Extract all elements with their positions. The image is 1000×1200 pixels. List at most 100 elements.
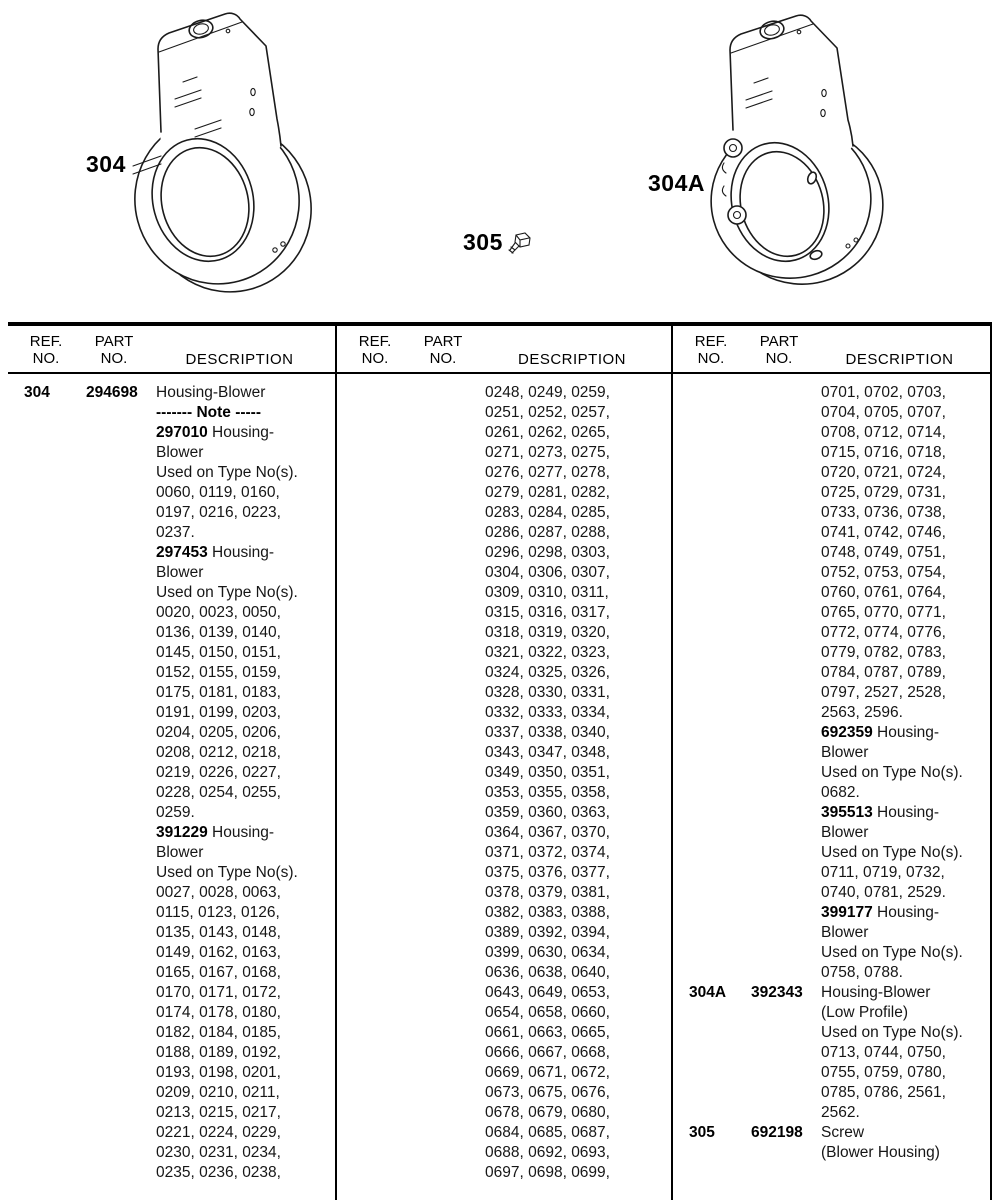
part-line: 0286, 0287, 0288,	[337, 523, 671, 543]
description-text: 0197, 0216, 0223,	[156, 504, 281, 521]
part-no-value	[751, 443, 821, 463]
part-no-header: PART NO.	[94, 333, 134, 367]
description-text: 0654, 0658, 0660,	[485, 1004, 610, 1021]
header-divider	[8, 372, 992, 374]
part-no-value	[415, 763, 485, 783]
part-no-value	[86, 1163, 156, 1183]
ref-no-value	[337, 523, 415, 543]
part-no-value	[86, 483, 156, 503]
part-line: 0389, 0392, 0394,	[337, 923, 671, 943]
part-no-value	[415, 523, 485, 543]
ref-no-value	[337, 843, 415, 863]
description-header: DESCRIPTION	[845, 351, 954, 368]
ref-no-value	[8, 643, 86, 663]
ref-no-value	[8, 783, 86, 803]
part-no-value	[751, 1003, 821, 1023]
description-text: (Low Profile)	[821, 1004, 908, 1021]
part-line: 0797, 2527, 2528,	[673, 683, 990, 703]
description-text: 0364, 0367, 0370,	[485, 824, 610, 841]
ref-no-value	[8, 1083, 86, 1103]
part-no-value	[86, 843, 156, 863]
ref-no-value	[673, 483, 751, 503]
ref-no-value	[673, 543, 751, 563]
part-line: 395513 Housing-	[673, 803, 990, 823]
ref-no-value	[337, 683, 415, 703]
ref-no-value	[337, 863, 415, 883]
part-line: 0251, 0252, 0257,	[337, 403, 671, 423]
description-text: Used on Type No(s).	[156, 584, 298, 601]
part-line: (Blower Housing)	[673, 1143, 990, 1163]
part-no-value	[751, 423, 821, 443]
part-no-value	[86, 1043, 156, 1063]
part-no-value: 392343	[751, 984, 803, 1001]
part-no-value	[415, 843, 485, 863]
part-line: 0741, 0742, 0746,	[673, 523, 990, 543]
part-no-value	[415, 783, 485, 803]
part-line: 0271, 0273, 0275,	[337, 443, 671, 463]
part-no-value	[415, 743, 485, 763]
ref-no-value	[337, 1143, 415, 1163]
part-no-value	[86, 403, 156, 423]
part-line: 2562.	[673, 1103, 990, 1123]
part-line: 0332, 0333, 0334,	[337, 703, 671, 723]
part-no-value	[751, 723, 821, 743]
part-line: 0208, 0212, 0218,	[8, 743, 335, 763]
part-line: 0027, 0028, 0063,	[8, 883, 335, 903]
part-line: 0740, 0781, 2529.	[673, 883, 990, 903]
description-text: 0020, 0023, 0050,	[156, 604, 281, 621]
part-no-value	[751, 1043, 821, 1063]
description-text: 0684, 0685, 0687,	[485, 1124, 610, 1141]
ref-no-value	[673, 523, 751, 543]
ref-no-value	[337, 1123, 415, 1143]
blower-housing-304a-figure	[710, 14, 884, 285]
description-text: 0708, 0712, 0714,	[821, 424, 946, 441]
part-line: 0261, 0262, 0265,	[337, 423, 671, 443]
part-line: 0661, 0663, 0665,	[337, 1023, 671, 1043]
part-line: Used on Type No(s).	[8, 463, 335, 483]
description-text: 399177 Housing-	[821, 904, 940, 921]
part-no-value	[751, 1103, 821, 1123]
description-text: 0296, 0298, 0303,	[485, 544, 610, 561]
ref-no-value	[673, 783, 751, 803]
part-line: ------- Note -----	[8, 403, 335, 423]
ref-no-value	[8, 803, 86, 823]
description-text: 297453 Housing-	[156, 544, 275, 561]
part-no-value	[86, 983, 156, 1003]
part-line: Used on Type No(s).	[673, 843, 990, 863]
part-line: Used on Type No(s).	[8, 583, 335, 603]
part-line: Used on Type No(s).	[673, 943, 990, 963]
ref-no-value	[8, 943, 86, 963]
description-text: Used on Type No(s).	[821, 764, 963, 781]
part-no-value	[86, 1083, 156, 1103]
part-no-value	[751, 923, 821, 943]
ref-no-value	[8, 903, 86, 923]
part-no-value	[415, 543, 485, 563]
part-no-value	[86, 623, 156, 643]
description-text: 0221, 0224, 0229,	[156, 1124, 281, 1141]
ref-no-value	[673, 1043, 751, 1063]
part-line: 0678, 0679, 0680,	[337, 1103, 671, 1123]
ref-no-value	[8, 743, 86, 763]
description-text: 395513 Housing-	[821, 804, 940, 821]
part-no-value	[415, 1103, 485, 1123]
description-text: 0136, 0139, 0140,	[156, 624, 281, 641]
description-text: 297010 Housing-	[156, 424, 275, 441]
description-text: 0149, 0162, 0163,	[156, 944, 281, 961]
part-no-value	[751, 1143, 821, 1163]
ref-no-value	[673, 903, 751, 923]
part-no-value	[86, 703, 156, 723]
part-line: 0708, 0712, 0714,	[673, 423, 990, 443]
part-line: 0283, 0284, 0285,	[337, 503, 671, 523]
part-line: 0174, 0178, 0180,	[8, 1003, 335, 1023]
part-no-value	[86, 1003, 156, 1023]
part-line: 0149, 0162, 0163,	[8, 943, 335, 963]
ref-no-value	[673, 763, 751, 783]
part-line: 0760, 0761, 0764,	[673, 583, 990, 603]
description-text: 0191, 0199, 0203,	[156, 704, 281, 721]
part-line: 0349, 0350, 0351,	[337, 763, 671, 783]
ref-no-value	[8, 883, 86, 903]
part-line: 0209, 0210, 0211,	[8, 1083, 335, 1103]
part-no-value	[751, 943, 821, 963]
part-line: 0309, 0310, 0311,	[337, 583, 671, 603]
table-right-border	[990, 326, 992, 1200]
